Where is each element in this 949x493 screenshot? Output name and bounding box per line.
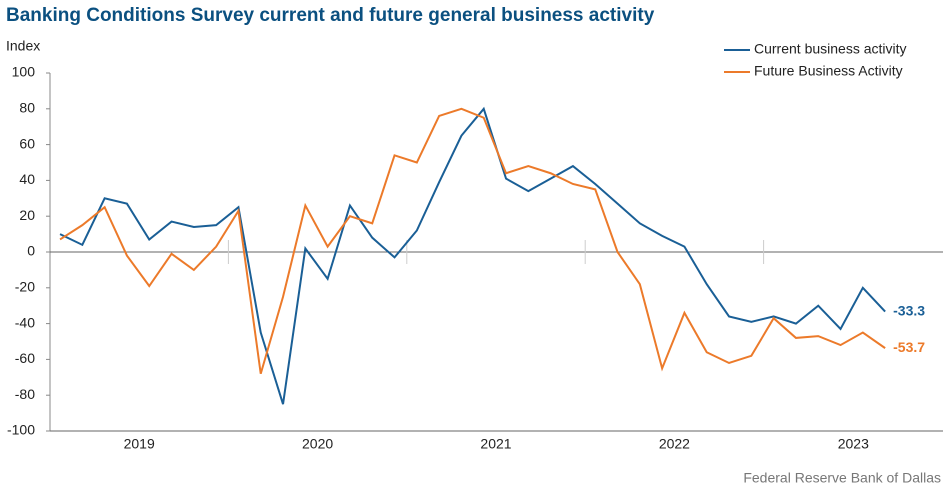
chart-title: Banking Conditions Survey current and fu… (6, 5, 655, 26)
y-tick-label: 40 (19, 171, 35, 187)
y-tick-label: -60 (15, 350, 35, 366)
y-tick-label: 60 (19, 135, 35, 151)
y-axis-label: Index (6, 38, 40, 54)
x-tick-label: 2022 (659, 436, 690, 452)
y-tick-label: -40 (15, 314, 35, 330)
y-tick-label: -20 (15, 279, 35, 295)
legend-label: Current business activity (754, 41, 907, 57)
end-label: -53.7 (893, 339, 925, 355)
x-tick-label: 2021 (480, 436, 511, 452)
x-tick-label: 2019 (124, 436, 155, 452)
end-label: -33.3 (893, 302, 925, 318)
x-tick-label: 2020 (302, 436, 333, 452)
x-tick-label: 2023 (838, 436, 869, 452)
y-tick-label: -100 (7, 422, 35, 438)
y-tick-label: 100 (12, 64, 36, 80)
y-tick-label: 20 (19, 207, 35, 223)
legend-label: Future Business Activity (754, 63, 903, 79)
series-line (59, 107, 886, 374)
series-line (59, 106, 886, 405)
source: Federal Reserve Bank of Dallas (743, 470, 941, 486)
y-tick-label: -80 (15, 386, 35, 402)
y-tick-label: 0 (27, 243, 35, 259)
y-tick-label: 80 (19, 100, 35, 116)
